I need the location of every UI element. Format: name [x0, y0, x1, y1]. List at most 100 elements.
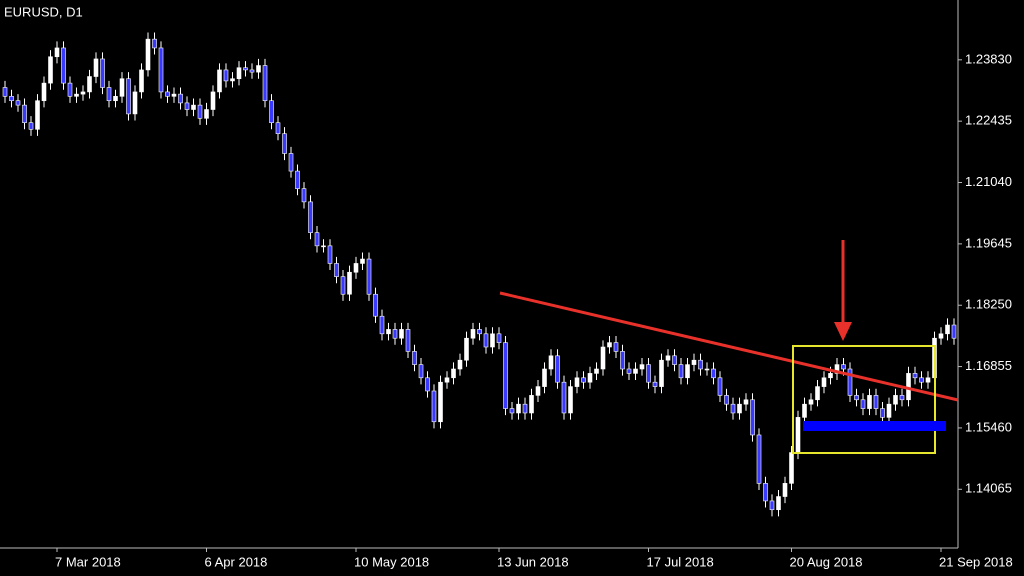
candle-body [301, 188, 307, 203]
candle-body [93, 58, 99, 77]
candle-body [48, 56, 53, 84]
candle-body [308, 201, 313, 233]
candle-body [802, 403, 807, 418]
candle-body [321, 245, 326, 248]
candle-body [80, 91, 86, 95]
candle-body [334, 263, 339, 277]
candle-body [613, 342, 619, 352]
candle-body [841, 364, 846, 370]
candle-body [893, 395, 898, 405]
candle-body [373, 293, 378, 317]
candle-body [516, 403, 521, 414]
trend-line [499, 291, 959, 402]
candle-body [691, 359, 697, 365]
candle-body [366, 258, 372, 295]
candle-body [750, 399, 755, 436]
candle-body [191, 104, 196, 110]
candle-body [457, 359, 463, 370]
candle-body [821, 377, 827, 387]
candle-body [431, 390, 437, 423]
chart-title: EURUSD, D1 [4, 4, 83, 19]
y-tick-label: 1.22435 [965, 113, 1012, 128]
candle-body [119, 78, 125, 97]
candle-body [737, 403, 742, 414]
candle-body [594, 368, 599, 374]
candle-body [724, 395, 729, 405]
candle-body [464, 337, 469, 361]
candle-body [912, 373, 918, 379]
candle-body [171, 93, 177, 97]
candle-body [249, 69, 255, 73]
candle-body [496, 333, 502, 343]
candle-body [210, 91, 216, 110]
candle-body [275, 122, 281, 135]
x-tick-label: 17 Jul 2018 [647, 554, 714, 569]
candle-body [61, 47, 66, 84]
candle-body [698, 359, 703, 370]
candle-body [67, 82, 73, 97]
candle-body [314, 232, 320, 247]
candle-body [743, 399, 749, 405]
candle-body [353, 263, 359, 273]
candle-body [197, 104, 203, 119]
arrow-head [834, 322, 852, 341]
candle-body [483, 333, 489, 348]
candle-body [652, 381, 658, 387]
candle-body [678, 364, 684, 379]
candle-body [165, 91, 170, 97]
x-tick-label: 7 Mar 2018 [55, 554, 121, 569]
candle-body [808, 399, 814, 405]
y-tick-label: 1.18250 [965, 297, 1012, 312]
candle-body [243, 67, 248, 71]
x-tick-label: 21 Sep 2018 [939, 554, 1013, 569]
candle-body [685, 364, 690, 379]
candle-body [405, 329, 411, 352]
candle-body [451, 368, 456, 379]
candle-body [854, 395, 859, 401]
candle-body [87, 76, 92, 93]
candle-body [542, 368, 547, 387]
candle-body [568, 386, 573, 414]
candle-body [22, 104, 27, 124]
candle-body [392, 329, 398, 339]
candle-body [672, 355, 677, 365]
candle-body [886, 403, 892, 418]
support-zone [803, 421, 946, 431]
candle-body [204, 109, 209, 119]
candle-body [256, 65, 261, 73]
candle-body [477, 329, 482, 335]
candle-body [295, 170, 300, 189]
candle-body [509, 408, 515, 414]
candle-body [444, 377, 450, 383]
x-tick-label: 20 Aug 2018 [790, 554, 863, 569]
candle-body [15, 100, 21, 106]
y-tick-label: 1.23830 [965, 51, 1012, 66]
candle-body [867, 395, 872, 409]
candle-body [574, 377, 580, 387]
candle-body [379, 315, 385, 335]
candle-body [139, 69, 144, 93]
candle-body [35, 100, 40, 130]
candle-body [360, 258, 365, 264]
x-tick-label: 6 Apr 2018 [205, 554, 268, 569]
candle-body [626, 368, 632, 374]
candle-body [100, 58, 105, 88]
candle-body [41, 82, 47, 102]
candle-body [470, 329, 476, 339]
candle-body [9, 96, 14, 102]
candle-body [873, 395, 879, 409]
candle-body [217, 69, 222, 93]
candle-body [178, 93, 183, 104]
y-tick-label: 1.19645 [965, 235, 1012, 250]
highlight-box [792, 345, 936, 454]
candle-body [425, 377, 430, 392]
candle-body [860, 399, 866, 409]
candle-body [548, 355, 554, 370]
candle-body [711, 368, 716, 379]
candle-body [223, 69, 229, 82]
candle-body [535, 386, 541, 396]
candle-body [490, 333, 495, 348]
